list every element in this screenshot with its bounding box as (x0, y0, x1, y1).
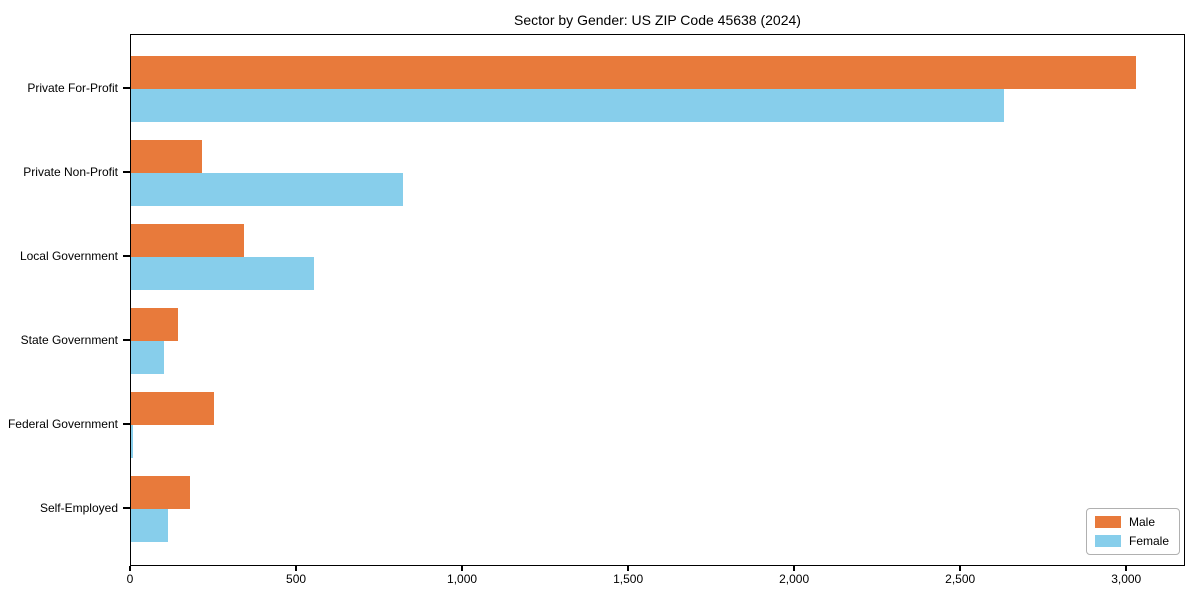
x-tick-mark (461, 566, 463, 571)
y-tick-mark (123, 423, 130, 425)
y-tick-label-private-for-profit: Private For-Profit (27, 81, 118, 95)
y-tick-mark (123, 171, 130, 173)
bar-female-state-government (131, 341, 165, 374)
y-tick-label-federal-government: Federal Government (7, 417, 118, 431)
legend-label-male: Male (1128, 515, 1155, 529)
bar-male-private-non-profit (131, 140, 203, 173)
bar-male-state-government (131, 308, 178, 341)
x-tick-label-0: 0 (126, 572, 134, 586)
x-tick-label-2500: 2,500 (945, 572, 976, 586)
bar-female-federal-government (131, 425, 133, 458)
y-tick-mark (123, 87, 130, 89)
bar-female-local-government (131, 257, 314, 290)
x-tick-mark (129, 566, 131, 571)
x-tick-label-2000: 2,000 (779, 572, 810, 586)
y-tick-mark (123, 255, 130, 257)
y-tick-mark (123, 507, 130, 509)
bar-female-private-non-profit (131, 173, 404, 206)
bar-female-private-for-profit (131, 89, 1005, 122)
male-series-swatch (1094, 516, 1121, 528)
bar-male-self-employed (131, 476, 191, 509)
legend-item-male: Male (1094, 515, 1169, 529)
x-tick-mark (1125, 566, 1127, 571)
legend-label-female: Female (1128, 534, 1169, 548)
bar-male-federal-government (131, 392, 214, 425)
y-tick-mark (123, 339, 130, 341)
bar-male-local-government (131, 224, 244, 257)
bar-male-private-for-profit (131, 56, 1136, 89)
y-tick-label-state-government: State Government (20, 333, 118, 347)
x-tick-label-3000: 3,000 (1111, 572, 1142, 586)
x-tick-label-500: 500 (286, 572, 307, 586)
y-tick-label-self-employed: Self-Employed (39, 501, 118, 515)
bar-female-self-employed (131, 509, 168, 542)
plot-area: Male Female (130, 34, 1185, 566)
legend: Male Female (1085, 508, 1180, 555)
x-tick-mark (959, 566, 961, 571)
x-tick-label-1500: 1,500 (613, 572, 644, 586)
y-tick-label-local-government: Local Government (19, 249, 118, 263)
x-tick-mark (793, 566, 795, 571)
x-tick-label-1000: 1,000 (447, 572, 478, 586)
x-tick-mark (627, 566, 629, 571)
x-tick-mark (295, 566, 297, 571)
female-series-swatch (1094, 535, 1121, 547)
chart-title: Sector by Gender: US ZIP Code 45638 (202… (514, 12, 801, 28)
y-tick-label-private-non-profit: Private Non-Profit (23, 165, 118, 179)
legend-item-female: Female (1094, 534, 1169, 548)
